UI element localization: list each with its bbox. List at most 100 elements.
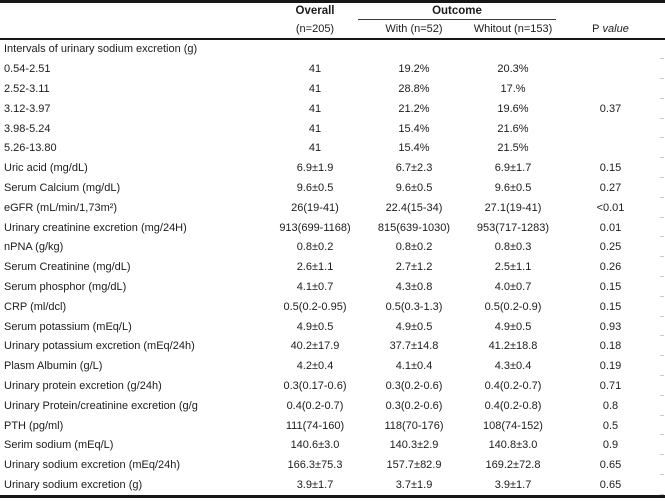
table-row: Serum Creatinine (mg/dL) 2.6±1.1 2.7±1.2 2.… [0,257,665,278]
row-label-cell: CRP (ml/dcl) [4,300,67,313]
header-p-prefix: P [592,22,600,35]
p-value-cell: <0.01 [556,197,665,218]
with-value-cell: 21.2% [398,102,430,115]
row-label-cell: 0.54-2.51 [4,63,51,76]
without-value-cell: 27.1(19-41) [484,201,542,214]
overall-value-cell: 41 [308,63,322,76]
row-label-cell: 3.98-5.24 [4,122,51,135]
p-value-cell [556,79,665,99]
without-value-cell: 4.0±0.7 [494,280,532,293]
row-label-cell: Serim sodium (mEq/L) [4,439,114,452]
row-label-cell: PTH (pg/ml) [4,419,64,432]
table-row: nPNA (g/kg) 0.8±0.2 0.8±0.2 0.8±0.3 0.25 [0,237,665,258]
row-label-cell: Urinary Protein/creatinine excretion (g/… [4,399,198,412]
with-value-cell: 0.8±0.2 [395,241,433,254]
table-body: Intervals of urinary sodium excretion (g… [0,38,665,497]
table-row: Urinary potassium excretion (mEq/24h) 40.… [0,336,665,357]
overall-value-cell: 41 [308,122,322,135]
overall-value-cell: 4.1±0.7 [296,280,334,293]
header-overall-n: (n=205) [272,19,358,40]
p-value-cell: 0.65 [556,455,665,476]
overall-value-cell: 6.9±1.9 [296,162,334,175]
p-value-cell: 0.93 [556,316,665,337]
with-value-cell: 3.7±1.9 [395,478,433,491]
with-value-cell: 15.4% [398,122,430,135]
overall-value-cell: 40.2±17.9 [290,340,340,353]
row-label-cell: eGFR (mL/min/1,73m²) [4,201,118,214]
row-label-cell: Serum potassium (mEq/L) [4,320,132,333]
with-value-cell: 9.6±0.5 [395,181,433,194]
with-value-cell: 28.8% [398,82,430,95]
table-row: Intervals of urinary sodium excretion (g… [0,38,665,60]
overall-value-cell: 0.8±0.2 [296,241,334,254]
row-label-cell: Urinary sodium excretion (mEq/24h) [4,459,181,472]
without-value-cell: 3.9±1.7 [494,478,532,491]
header-empty-label-sub [0,19,272,40]
with-value-cell: 157.7±82.9 [386,459,442,472]
without-value-cell: 169.2±72.8 [485,459,541,472]
p-value-cell [556,118,665,139]
row-label-cell: Urinary protein excretion (g/24h) [4,379,162,392]
overall-value-cell: 3.9±1.7 [296,478,334,491]
without-value-cell: 4.3±0.4 [494,360,532,373]
p-value-cell [556,38,665,60]
table-row: Urinary sodium excretion (g) 3.9±1.7 3.7±1… [0,475,665,497]
p-value-cell: 0.18 [556,336,665,357]
row-label-cell: Serum Creatinine (mg/dL) [4,261,131,274]
overall-value-cell: 41 [308,102,322,115]
with-value-cell [358,39,470,60]
p-value-cell [556,138,665,159]
p-value-cell: 0.26 [556,257,665,278]
without-value-cell: 9.6±0.5 [494,181,532,194]
row-label-cell: Plasm Albumin (g/L) [4,360,103,373]
without-value-cell: 6.9±1.7 [494,162,532,175]
header-without-n: Whitout (n=153) [470,19,556,40]
row-label-cell: Intervals of urinary sodium excretion (g… [4,43,198,56]
row-label-cell: Uric acid (mg/dL) [4,162,88,175]
overall-value-cell [272,39,358,60]
table-row: Serum potassium (mEq/L) 4.9±0.5 4.9±0.5 4.9… [0,316,665,337]
with-value-cell: 6.7±2.3 [395,162,433,175]
with-value-cell: 815(639-1030) [377,221,451,234]
table-row: Serum Calcium (mg/dL) 9.6±0.5 9.6±0.5 9.6±0… [0,178,665,198]
with-value-cell: 4.1±0.4 [395,360,433,373]
overall-value-cell: 41 [308,82,322,95]
p-value-cell: 0.9 [556,435,665,456]
table-row: 0.54-2.51 41 19.2% 20.3% [0,59,665,80]
without-value-cell: 140.8±3.0 [488,439,538,452]
header-outcome: Outcome [358,1,556,20]
with-value-cell: 4.3±0.8 [395,280,433,293]
overall-value-cell: 41 [308,142,322,155]
header-overall: Overall [295,5,335,18]
table-row: 5.26-13.80 41 15.4% 21.5% [0,138,665,159]
table-header: Overall Outcome (n=205) With (n=52) Whit… [0,1,665,40]
header-row-top: Overall Outcome [0,1,665,20]
p-value-cell: 0.15 [556,158,665,179]
table-row: Urinary protein excretion (g/24h) 0.3(0.1… [0,376,665,396]
without-value-cell: 19.6% [497,102,529,115]
without-value-cell: 0.4(0.2-0.7) [484,379,542,392]
p-value-cell: 0.01 [556,217,665,238]
with-value-cell: 15.4% [398,142,430,155]
table-row: Urinary Protein/creatinine excretion (g/… [0,395,665,416]
without-value-cell: 2.5±1.1 [494,261,532,274]
without-value-cell: 108(74-152) [483,419,543,432]
table-row: 3.12-3.97 41 21.2% 19.6% 0.37 [0,98,665,119]
overall-value-cell: 4.2±0.4 [296,360,334,373]
p-value-cell: 0.8 [556,395,665,416]
p-value-cell: 0.19 [556,356,665,377]
without-value-cell: 0.4(0.2-0.8) [484,399,542,412]
overall-value-cell: 166.3±75.3 [287,459,343,472]
header-empty-label [0,2,272,20]
overall-value-cell: 0.4(0.2-0.7) [286,399,344,412]
with-value-cell: 2.7±1.2 [395,261,433,274]
table-row: PTH (pg/ml) 111(74-160) 118(70-176) 108(74-… [0,415,665,436]
overall-value-cell: 0.3(0.17-0.6) [283,379,347,392]
with-value-cell: 4.9±0.5 [395,320,433,333]
row-label-cell: 5.26-13.80 [4,142,57,155]
table-row: Urinary sodium excretion (mEq/24h) 166.3±… [0,455,665,476]
header-with-n: With (n=52) [358,19,470,40]
row-label-cell: Serum Calcium (mg/dL) [4,181,121,194]
